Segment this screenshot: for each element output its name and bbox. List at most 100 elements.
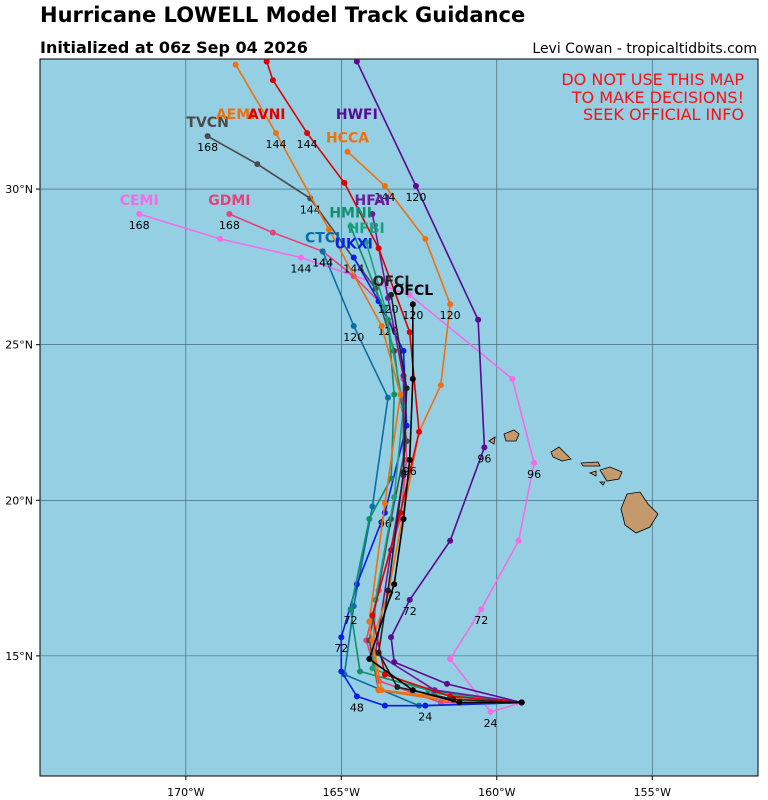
track-point <box>353 59 360 65</box>
track-point <box>269 229 276 236</box>
track-point <box>447 537 454 544</box>
forecast-hour: 168 <box>129 219 150 232</box>
track-point <box>369 503 376 510</box>
track-point <box>394 683 401 690</box>
track-point <box>384 587 391 594</box>
track-point <box>369 665 376 672</box>
track-point <box>381 702 388 709</box>
track-point <box>378 323 385 330</box>
track-point <box>388 475 395 482</box>
model-label: HFAI <box>355 193 391 209</box>
lanai <box>588 470 597 477</box>
forecast-hour: 72 <box>334 642 348 655</box>
ocean <box>39 58 759 777</box>
warning-line: TO MAKE DECISIONS! <box>571 88 744 107</box>
track-point <box>375 649 382 656</box>
track-point <box>509 375 516 382</box>
track-point <box>254 161 261 168</box>
track-point <box>400 347 407 354</box>
track-point <box>412 182 419 189</box>
forecast-hour: 144 <box>266 138 287 151</box>
track-line <box>356 61 522 704</box>
track-point <box>204 133 211 140</box>
track-line <box>321 250 522 707</box>
track-point <box>350 254 357 261</box>
track-point <box>391 391 398 398</box>
big-island <box>620 491 659 534</box>
model-label: AVNI <box>248 107 286 123</box>
track-point <box>437 699 444 706</box>
islands <box>488 429 659 534</box>
track-point <box>447 301 454 308</box>
track-point <box>366 515 373 522</box>
track-point <box>347 223 354 230</box>
model-label: HCCA <box>326 131 369 147</box>
track-point <box>269 77 276 84</box>
track-point <box>388 291 395 298</box>
title: Hurricane LOWELL Model Track Guidance <box>40 3 525 27</box>
track-line <box>371 213 522 704</box>
track-point <box>356 668 363 675</box>
track-point <box>422 702 429 709</box>
kauai <box>503 429 520 442</box>
model-label: CEMI <box>120 193 159 209</box>
kahoolawe <box>599 481 606 486</box>
track-point <box>531 459 538 466</box>
track-point <box>338 634 345 641</box>
x-tick-label: 160°W <box>478 786 515 799</box>
track-point <box>515 537 522 544</box>
forecast-hour: 48 <box>350 701 364 714</box>
track-point <box>437 382 444 389</box>
forecast-hour: 24 <box>418 711 432 724</box>
track-point <box>391 581 398 588</box>
credit: Levi Cowan - tropicaltidbits.com <box>532 41 757 57</box>
track-point <box>341 179 348 186</box>
model-label: GDMI <box>208 193 250 209</box>
track-point <box>375 245 382 252</box>
track-point <box>409 687 416 694</box>
model-label: TVCN <box>186 115 228 131</box>
track-point <box>338 668 345 675</box>
track-point <box>406 596 413 603</box>
track-line <box>377 294 522 704</box>
track-point <box>391 494 398 501</box>
forecast-hour: 72 <box>344 614 358 627</box>
track-line <box>234 64 522 704</box>
track-point <box>347 606 354 613</box>
molokai <box>580 461 601 467</box>
forecast-hour: 72 <box>403 605 417 618</box>
track-point <box>422 235 429 242</box>
y-tick-label: 20°N <box>5 494 33 507</box>
track-point <box>518 699 525 706</box>
niihau <box>488 436 496 445</box>
forecast-hour: 144 <box>312 256 333 269</box>
forecast-hour: 168 <box>197 141 218 154</box>
forecast-hour: 120 <box>405 191 426 204</box>
track-point <box>406 291 413 298</box>
track-point <box>136 210 143 217</box>
track-point <box>325 226 332 233</box>
track-point <box>369 612 376 619</box>
track-point <box>444 680 451 687</box>
model-label: CTCI <box>305 230 340 246</box>
forecast-hour: 96 <box>527 468 541 481</box>
track-point <box>297 254 304 261</box>
y-tick-label: 30°N <box>5 183 33 196</box>
track-point <box>381 304 388 311</box>
track-point <box>487 708 494 715</box>
model-label: UKXI <box>335 237 373 253</box>
track-point <box>319 248 326 255</box>
forecast-hour: 144 <box>297 138 318 151</box>
track-point <box>366 618 373 625</box>
forecast-hour: 144 <box>312 256 333 269</box>
model-label: OFCL <box>393 283 434 299</box>
track-point <box>304 130 311 137</box>
y-tick-label: 25°N <box>5 339 33 352</box>
track-point <box>478 606 485 613</box>
track-point <box>263 59 270 65</box>
track-point <box>406 329 413 336</box>
track-point <box>409 301 416 308</box>
model-label: HWFI <box>336 107 378 123</box>
track-point <box>217 235 224 242</box>
track-point <box>366 655 373 662</box>
